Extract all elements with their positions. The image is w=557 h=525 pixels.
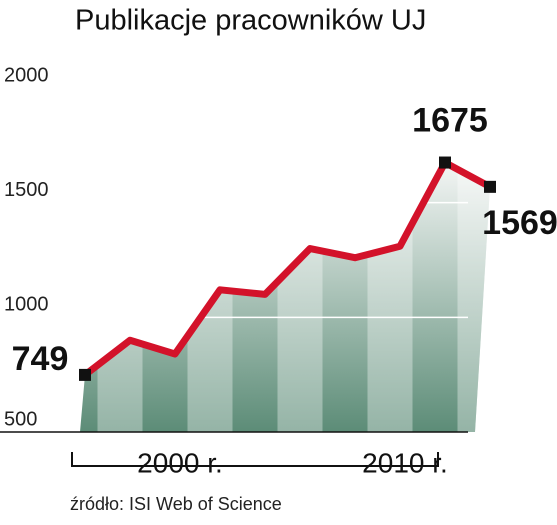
y-tick-label: 1500 xyxy=(4,179,49,201)
point xyxy=(439,156,451,169)
x-tick-label: 2000 r. xyxy=(137,447,223,478)
y-tick-label: 1000 xyxy=(4,294,49,316)
point xyxy=(484,180,496,193)
data-label: 1675 xyxy=(412,102,488,140)
y-tick-label: 2000 xyxy=(4,64,49,86)
data-label: 749 xyxy=(12,340,69,378)
x-tick-label: 2010 r. xyxy=(362,447,448,478)
x-axis-bracket xyxy=(71,452,439,467)
chart-title: Publikacje pracowników UJ xyxy=(75,5,426,37)
band xyxy=(277,162,323,432)
source: źródło: ISI Web of Science xyxy=(70,494,282,514)
y-tick-label: 500 xyxy=(4,408,37,430)
point xyxy=(79,368,91,381)
line xyxy=(82,159,492,378)
area xyxy=(80,162,490,433)
band xyxy=(97,162,143,432)
band xyxy=(187,162,233,432)
data-label: 1569 xyxy=(482,204,557,242)
